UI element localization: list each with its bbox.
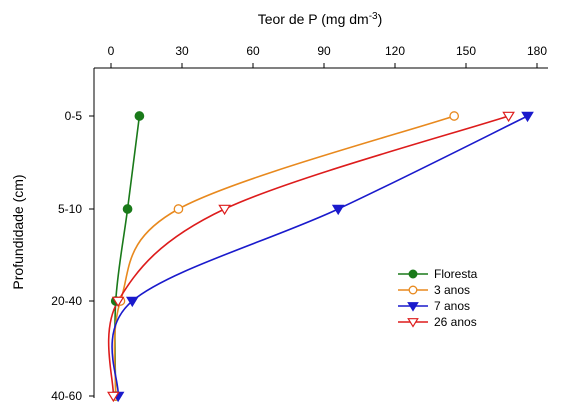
x-axis-title: Teor de P (mg dm-3) — [258, 11, 383, 27]
x-tick-label: 30 — [175, 44, 189, 58]
data-point-7-anos — [521, 111, 534, 123]
legend: Floresta 3 anos 7 anos 26 anos — [398, 267, 478, 329]
series-markers-3-anos — [110, 111, 460, 401]
series-line-floresta — [114, 115, 141, 397]
series-layer — [107, 111, 534, 403]
x-tick-label: 0 — [108, 44, 115, 58]
legend-item-7-anos: 7 anos — [398, 299, 470, 313]
series-line-7-anos — [111, 115, 528, 397]
legend-item-3-anos: 3 anos — [398, 283, 470, 297]
y-tick-label: 40-60 — [51, 389, 82, 403]
series-3-anos — [113, 115, 455, 397]
series-line-3-anos — [113, 115, 455, 397]
x-tick-label: 120 — [385, 44, 405, 58]
data-point-26-anos — [111, 296, 125, 308]
series-line-26-anos — [107, 115, 509, 397]
legend-label: 26 anos — [434, 315, 477, 329]
legend-label: Floresta — [434, 267, 478, 281]
legend-marker — [407, 318, 419, 328]
legend-item-26-anos: 26 anos — [398, 315, 477, 329]
x-tick-label: 180 — [527, 44, 547, 58]
data-point-3-anos — [173, 204, 184, 214]
legend-marker — [407, 302, 419, 312]
x-tick-label: 90 — [317, 44, 331, 58]
x-tick-label: 150 — [456, 44, 476, 58]
series-26-anos — [107, 115, 509, 397]
legend-marker — [408, 269, 418, 279]
data-point-7-anos — [125, 296, 139, 308]
y-tick-label: 20-40 — [51, 294, 82, 308]
legend-label: 7 anos — [434, 299, 470, 313]
series-markers-26-anos — [107, 111, 515, 403]
x-tick-label: 60 — [246, 44, 260, 58]
legend-marker — [408, 285, 418, 295]
data-point-3-anos — [449, 111, 460, 121]
data-point-26-anos — [218, 204, 231, 216]
y-tick-label: 5-10 — [58, 202, 82, 216]
y-axis-title: Profundidade (cm) — [10, 174, 26, 289]
legend-label: 3 anos — [434, 283, 470, 297]
data-point-floresta — [134, 111, 145, 121]
series-floresta — [114, 115, 141, 397]
series-7-anos — [111, 115, 528, 397]
legend-item-floresta: Floresta — [398, 267, 478, 281]
data-point-26-anos — [107, 391, 120, 403]
data-point-7-anos — [331, 204, 345, 216]
y-tick-label: 0-5 — [65, 109, 83, 123]
axes: 0 30 60 90 120 150 180 0-5 5-10 20-40 40-60 — [51, 44, 548, 403]
data-point-floresta — [122, 204, 133, 214]
series-markers-floresta — [110, 111, 145, 401]
series-markers-7-anos — [111, 111, 534, 403]
data-point-26-anos — [502, 111, 515, 123]
